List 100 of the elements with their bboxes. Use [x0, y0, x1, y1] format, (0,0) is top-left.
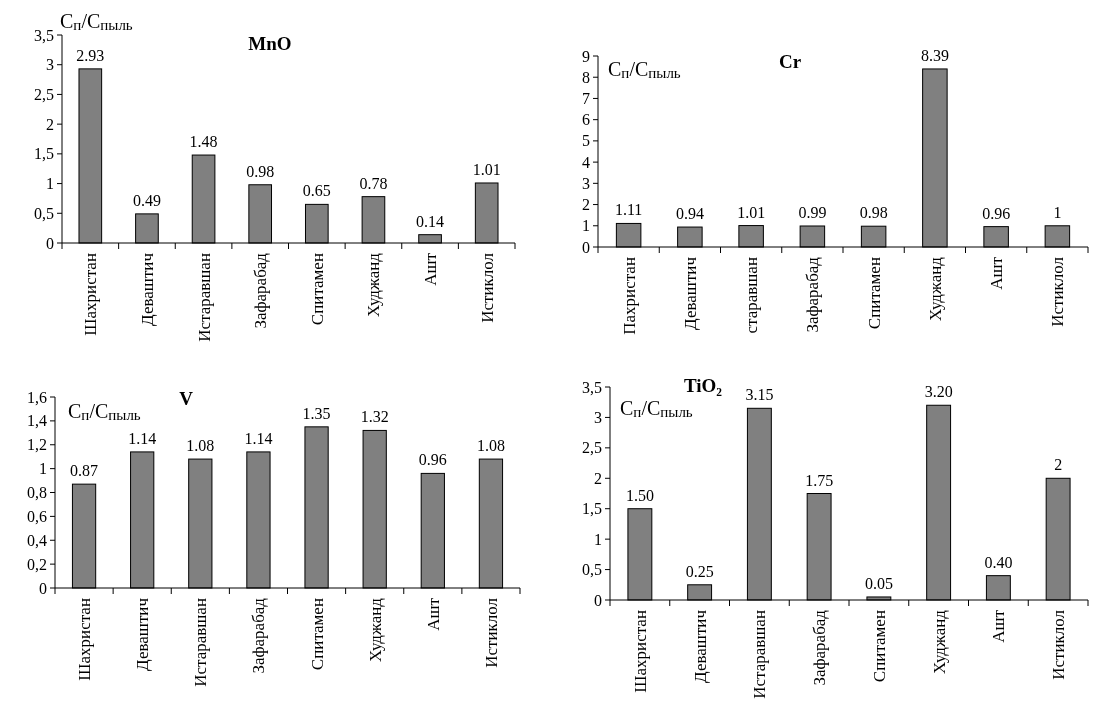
data-label: 1.32: [360, 408, 389, 426]
y-tick-label: 1: [582, 217, 590, 235]
x-tick-label: Истиклол: [1049, 609, 1069, 680]
y-tick-label: 0: [582, 238, 590, 256]
x-tick-label: Худжанд: [364, 252, 384, 317]
data-label: 3.15: [745, 386, 774, 404]
x-tick-label: Худжанд: [929, 609, 949, 674]
y-axis-title: C$_{п}$/C$_{пыль}$: [608, 58, 681, 81]
x-tick-label: Зафарабад: [803, 256, 823, 333]
y-tick-label: 0,4: [27, 531, 47, 549]
y-tick-label: 0: [46, 234, 54, 252]
y-tick-label: 2: [582, 196, 590, 214]
y-tick-label: 1: [46, 175, 54, 193]
y-tick-label: 9: [582, 47, 590, 65]
x-tick-label: Истиклол: [481, 597, 501, 668]
y-tick-label: 3: [594, 409, 602, 427]
data-label: 1.01: [472, 160, 501, 178]
data-label: 0.98: [246, 162, 275, 180]
data-label: 0.87: [70, 462, 99, 480]
y-tick-label: 2,5: [34, 86, 54, 104]
data-label: 0.78: [359, 174, 388, 192]
y-tick-label: 2,5: [582, 439, 602, 457]
chart-title: Cr: [778, 51, 802, 72]
x-tick-label: Спитамен: [864, 257, 884, 330]
y-tick-label: 1,2: [27, 436, 47, 454]
data-label: 0.98: [859, 204, 888, 222]
y-axis-title: C$_{п}$/C$_{пыль}$: [60, 10, 133, 33]
chart-title: V: [179, 388, 194, 409]
y-tick-label: 7: [582, 90, 590, 108]
y-tick-label: 0,8: [27, 484, 47, 502]
y-tick-label: 0,5: [34, 204, 54, 222]
y-tick-label: 2: [594, 469, 602, 487]
y-tick-label: 6: [582, 111, 590, 129]
x-tick-label: Пахристан: [619, 257, 639, 335]
data-label: 0.96: [982, 204, 1011, 222]
x-tick-label: Истиклол: [477, 252, 497, 323]
data-label: 8.39: [920, 46, 949, 64]
x-tick-label: Ашт: [421, 252, 441, 286]
x-tick-label: Шахристан: [75, 598, 95, 681]
x-tick-label: Спитамен: [869, 610, 889, 683]
data-label: 1.11: [614, 201, 643, 219]
y-tick-label: 1,6: [27, 388, 47, 406]
chart-title: MnO: [248, 33, 292, 54]
y-tick-label: 4: [582, 153, 590, 171]
y-tick-label: 1,5: [582, 500, 602, 518]
data-label: 0.99: [798, 203, 827, 221]
data-label: 1.75: [805, 471, 834, 489]
y-axis-title: C$_{п}$/C$_{пыль}$: [68, 400, 141, 423]
data-label: 1.14: [128, 429, 157, 447]
data-label: 0.14: [416, 212, 445, 230]
x-tick-label: Истаравшан: [194, 253, 214, 342]
y-tick-label: 3: [582, 174, 590, 192]
y-tick-label: 8: [582, 68, 590, 86]
x-tick-label: Истаравшан: [750, 610, 770, 699]
data-label: 3.20: [924, 383, 953, 401]
data-label: 1: [1053, 203, 1062, 221]
x-tick-label: Истиклол: [1048, 256, 1068, 327]
data-label: 0.40: [984, 553, 1013, 571]
y-axis-title: C$_{п}$/C$_{пыль}$: [620, 397, 693, 420]
data-label: 0.49: [132, 191, 161, 209]
x-tick-label: Деваштич: [690, 609, 710, 683]
y-tick-label: 3: [46, 56, 54, 74]
x-tick-label: Деваштич: [680, 256, 700, 330]
data-label: 1.08: [186, 437, 215, 455]
x-tick-label: Зафарабад: [251, 252, 271, 329]
data-label: 0.25: [685, 562, 714, 580]
x-tick-label: Худжанд: [925, 256, 945, 321]
x-tick-label: Спитамен: [307, 598, 327, 671]
y-tick-label: 2: [46, 115, 54, 133]
y-tick-label: 1,5: [34, 145, 54, 163]
y-tick-label: 1,4: [27, 412, 47, 430]
y-tick-label: 0,6: [27, 507, 47, 525]
y-tick-label: 3,5: [582, 378, 602, 396]
x-tick-label: Зафарабад: [249, 597, 269, 674]
x-tick-label: Спитамен: [307, 253, 327, 326]
chart-title: TiO₂: [683, 375, 723, 396]
x-tick-label: Истаравшан: [191, 598, 211, 687]
y-tick-label: 0,2: [27, 555, 47, 573]
y-tick-label: 0: [39, 579, 47, 597]
x-tick-label: Ашт: [989, 609, 1009, 643]
y-tick-label: 0: [594, 591, 602, 609]
x-tick-label: Деваштич: [133, 597, 153, 671]
y-tick-label: 3,5: [34, 26, 54, 44]
data-label: 2.93: [76, 46, 105, 64]
y-tick-label: 0,5: [582, 561, 602, 579]
x-tick-label: Шахристан: [630, 610, 650, 693]
x-tick-label: Зафарабад: [810, 609, 830, 686]
y-tick-label: 1: [594, 530, 602, 548]
x-tick-label: старавшан: [742, 257, 762, 334]
data-label: 2: [1054, 456, 1063, 474]
y-tick-label: 5: [582, 132, 590, 150]
data-label: 1.01: [737, 203, 766, 221]
x-tick-label: Деваштич: [137, 252, 157, 326]
y-tick-label: 1: [39, 460, 47, 478]
data-label: 0.05: [864, 574, 893, 592]
data-label: 1.48: [189, 133, 218, 151]
x-tick-label: Ашт: [987, 256, 1007, 290]
data-label: 1.14: [244, 429, 273, 447]
x-tick-label: Шахристан: [81, 253, 101, 336]
data-label: 0.65: [302, 182, 331, 200]
